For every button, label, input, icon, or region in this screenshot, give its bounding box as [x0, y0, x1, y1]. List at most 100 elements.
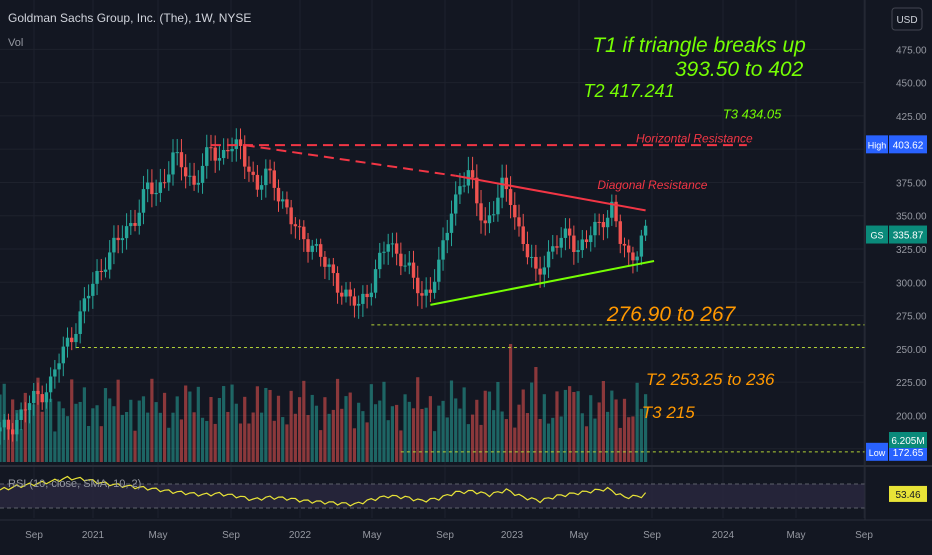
- candle-body: [386, 244, 390, 252]
- candle-body: [19, 409, 23, 420]
- volume-bar: [627, 417, 631, 462]
- candle-body: [179, 152, 184, 168]
- chart-annotation: T2 417.241: [584, 81, 675, 101]
- candle-body: [331, 264, 336, 274]
- y-tick-label: 450.00: [896, 79, 927, 90]
- volume-bar: [369, 384, 373, 462]
- volume-bar: [32, 404, 36, 462]
- candle-body: [44, 392, 49, 403]
- volume-bar: [555, 391, 559, 462]
- volume-bar: [563, 389, 568, 462]
- candle-body: [86, 295, 91, 299]
- y-tick-label: 200.00: [896, 411, 927, 422]
- y-tick-label: 350.00: [896, 212, 927, 223]
- candle-body: [348, 289, 352, 297]
- volume-bar: [508, 344, 513, 462]
- candle-body: [238, 139, 243, 146]
- volume-bar: [470, 414, 475, 462]
- candle-body: [470, 170, 475, 178]
- volume-bar: [395, 404, 399, 462]
- candle-body: [99, 270, 103, 272]
- candle-body: [622, 243, 627, 246]
- volume-bar: [108, 398, 112, 462]
- volume-bar: [276, 395, 281, 462]
- y-tick-label: 250.00: [896, 345, 927, 356]
- y-tick-label: 300.00: [896, 278, 927, 289]
- volume-bar: [483, 390, 487, 462]
- candle-body: [213, 147, 217, 161]
- candle-body: [542, 267, 547, 275]
- y-tick-label: 475.00: [896, 45, 927, 56]
- chart-annotation: 276.90 to 267: [606, 303, 737, 326]
- volume-bar: [597, 402, 601, 462]
- candle-body: [327, 264, 331, 267]
- currency-badge[interactable]: [891, 7, 923, 31]
- trend-line-diagonal-resistance: [455, 174, 646, 212]
- candle-body: [567, 228, 572, 236]
- volume-bar: [534, 367, 538, 462]
- chart-annotation: 393.50 to 402: [675, 58, 804, 81]
- candle-body: [226, 150, 230, 152]
- volume-bar: [319, 430, 323, 462]
- candle-body: [209, 147, 213, 149]
- candle-body: [390, 243, 395, 245]
- volume-bar: [112, 406, 116, 462]
- candle-body: [437, 259, 441, 282]
- volume-bar: [272, 420, 276, 462]
- volume-bar: [487, 391, 492, 462]
- volume-bar: [162, 392, 167, 462]
- volume-bar: [551, 417, 555, 462]
- candle-body: [15, 419, 19, 435]
- candle-body: [175, 152, 179, 154]
- candle-body: [432, 281, 437, 293]
- candle-body: [610, 201, 614, 218]
- price-tag-value-box: [889, 135, 927, 154]
- volume-bar: [27, 409, 32, 462]
- volume-bar: [40, 411, 44, 462]
- volume-bar: [546, 423, 551, 462]
- candle-body: [513, 205, 517, 218]
- volume-bar: [61, 408, 65, 462]
- candle-body: [10, 429, 15, 435]
- volume-bar: [302, 380, 306, 462]
- candle-body: [538, 268, 542, 275]
- volume-bar: [475, 399, 479, 462]
- candle-body: [487, 215, 492, 224]
- volume-bar: [141, 396, 146, 462]
- volume-bar: [103, 388, 108, 462]
- candle-body: [504, 177, 509, 190]
- x-axis-label: May: [363, 530, 382, 541]
- candle-body: [53, 369, 57, 377]
- volume-bar: [517, 404, 521, 462]
- symbol-title[interactable]: Goldman Sachs Group, Inc. (The), 1W, NYS…: [8, 11, 251, 25]
- volume-bar: [314, 405, 319, 462]
- x-axis-label: 2024: [712, 530, 735, 541]
- volume-bar: [589, 395, 593, 462]
- volume-bar: [74, 403, 78, 462]
- volume-bar: [580, 413, 584, 462]
- volume-bar: [344, 396, 348, 462]
- volume-bar: [44, 400, 49, 462]
- candle-body: [82, 298, 87, 312]
- y-tick-label: 225.00: [896, 378, 927, 389]
- candle-body: [57, 363, 61, 370]
- candle-body: [361, 293, 365, 304]
- candle-body: [61, 346, 65, 364]
- volume-bar: [179, 419, 184, 462]
- rsi-band: [0, 484, 865, 508]
- price-tag-marker: [866, 442, 888, 461]
- volume-bar: [137, 400, 141, 462]
- candle-body: [344, 289, 348, 297]
- candle-body: [407, 262, 411, 266]
- candle-body: [297, 226, 302, 228]
- volume-bar: [462, 387, 466, 462]
- volume-bar: [226, 411, 230, 462]
- candle-body: [65, 337, 70, 347]
- price-tag-value: 335.87: [893, 231, 924, 242]
- candle-body: [74, 333, 78, 343]
- candle-body: [221, 150, 226, 159]
- volume-bar: [57, 401, 61, 462]
- candle-body: [589, 235, 593, 243]
